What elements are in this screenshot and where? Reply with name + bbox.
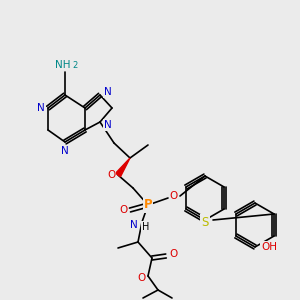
Text: P: P (144, 199, 152, 212)
Text: H: H (142, 222, 150, 232)
Text: O: O (137, 273, 145, 283)
Text: N: N (130, 220, 138, 230)
Text: N: N (104, 120, 112, 130)
Text: O: O (169, 249, 177, 259)
Text: NH: NH (55, 60, 71, 70)
Text: N: N (61, 146, 69, 156)
Text: O: O (170, 191, 178, 201)
Text: OH: OH (261, 242, 277, 252)
Text: S: S (201, 215, 209, 229)
Text: O: O (119, 205, 127, 215)
Text: N: N (104, 87, 112, 97)
Polygon shape (116, 158, 130, 177)
Text: 2: 2 (72, 61, 78, 70)
Text: N: N (37, 103, 45, 113)
Text: O: O (107, 170, 115, 180)
